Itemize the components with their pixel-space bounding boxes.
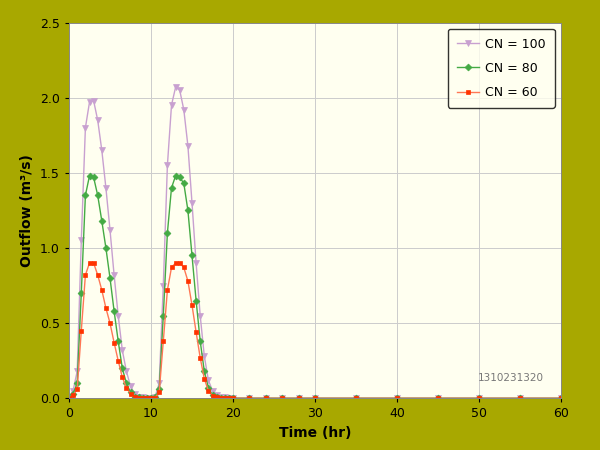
CN = 60 — [143, 396, 151, 401]
Line: CN = 100: CN = 100 — [66, 84, 564, 401]
CN = 60 — [557, 396, 565, 401]
CN = 80 — [197, 338, 204, 344]
Legend: CN = 100, CN = 80, CN = 60: CN = 100, CN = 80, CN = 60 — [448, 29, 555, 108]
CN = 100 — [172, 85, 179, 90]
Line: CN = 60: CN = 60 — [67, 261, 563, 400]
CN = 100 — [205, 378, 212, 383]
CN = 60 — [168, 265, 175, 270]
CN = 60 — [205, 388, 212, 393]
CN = 100 — [164, 162, 171, 168]
CN = 60 — [197, 355, 204, 360]
Line: CN = 80: CN = 80 — [67, 173, 563, 400]
CN = 80 — [434, 396, 442, 401]
CN = 80 — [65, 396, 73, 401]
CN = 100 — [557, 396, 565, 401]
CN = 100 — [82, 125, 89, 130]
CN = 80 — [82, 193, 89, 198]
X-axis label: Time (hr): Time (hr) — [279, 426, 351, 440]
CN = 60 — [86, 260, 93, 265]
Y-axis label: Outflow (m³/s): Outflow (m³/s) — [20, 154, 34, 267]
CN = 80 — [557, 396, 565, 401]
Text: 1310231320: 1310231320 — [478, 373, 544, 383]
CN = 60 — [65, 396, 73, 401]
CN = 100 — [434, 396, 442, 401]
CN = 80 — [205, 385, 212, 391]
CN = 80 — [86, 173, 93, 179]
CN = 60 — [82, 272, 89, 278]
CN = 60 — [434, 396, 442, 401]
CN = 100 — [197, 313, 204, 318]
CN = 100 — [139, 395, 146, 400]
CN = 80 — [143, 395, 151, 400]
CN = 80 — [168, 185, 175, 190]
CN = 100 — [65, 396, 73, 401]
